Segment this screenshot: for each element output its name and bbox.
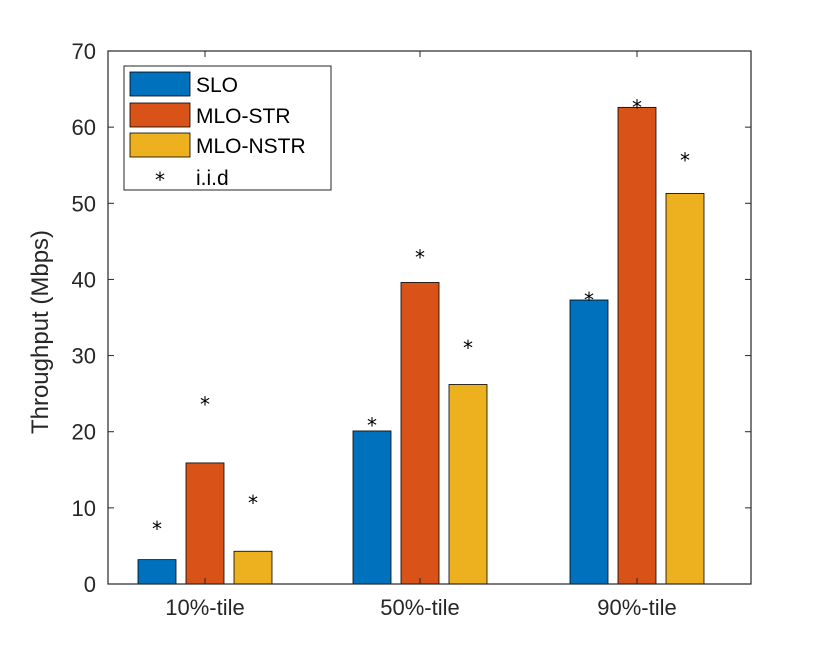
legend-label-slo: SLO	[196, 74, 238, 97]
legend-iid-marker: *	[155, 168, 165, 192]
x-tick-label: 50%-tile	[380, 595, 459, 620]
bar-slo-3	[569, 299, 609, 585]
y-tick-label: 40	[72, 267, 96, 292]
bar-mlo-str-3	[617, 106, 657, 585]
x-tick-label: 10%-tile	[165, 595, 244, 620]
legend-label-mlo-nstr: MLO-NSTR	[196, 135, 306, 158]
iid-marker-2-1: *	[367, 414, 377, 438]
y-tick-label: 10	[72, 496, 96, 521]
bar-mlo-nstr-3	[665, 192, 705, 585]
legend: SLO MLO-STR MLO-NSTR * i.i.d	[123, 65, 332, 192]
bar-mlo-str-1	[185, 462, 225, 585]
y-tick-label: 30	[72, 344, 96, 369]
legend-label-iid: i.i.d	[196, 167, 229, 190]
plot-frame	[107, 50, 752, 585]
x-tick-label: 90%-tile	[597, 595, 676, 620]
bar-slo-2	[352, 430, 392, 585]
iid-marker-3-1: *	[584, 288, 594, 312]
iid-marker-1-1: *	[152, 517, 162, 541]
legend-swatch-mlo-str	[129, 102, 191, 128]
legend-label-mlo-str: MLO-STR	[196, 105, 291, 128]
iid-marker-1-3: *	[248, 491, 258, 515]
iid-marker-2-3: *	[463, 336, 473, 360]
x-axis: 10%-tile 50%-tile 90%-tile	[165, 51, 677, 620]
legend-swatch-slo	[129, 71, 191, 97]
bar-mlo-str-2	[400, 282, 440, 585]
y-tick-label: 70	[72, 39, 96, 64]
iid-marker-3-3: *	[680, 149, 690, 173]
y-axis-label: Throughput (Mbps)	[27, 230, 54, 434]
y-tick-label: 50	[72, 191, 96, 216]
y-tick-label: 20	[72, 420, 96, 445]
y-tick-label: 60	[72, 115, 96, 140]
bar-mlo-nstr-2	[448, 384, 488, 585]
iid-marker-2-2: *	[415, 245, 425, 269]
y-axis: 0 10 20 30 40 50 60 70	[72, 39, 751, 597]
bars-group	[137, 106, 705, 585]
bar-mlo-nstr-1	[233, 550, 273, 585]
iid-marker-3-2: *	[632, 95, 642, 119]
iid-markers-group: * * * * * * * * *	[152, 95, 690, 541]
y-tick-label: 0	[84, 572, 96, 597]
iid-marker-1-2: *	[200, 392, 210, 416]
legend-swatch-mlo-nstr	[129, 132, 191, 158]
bar-slo-1	[137, 559, 177, 585]
